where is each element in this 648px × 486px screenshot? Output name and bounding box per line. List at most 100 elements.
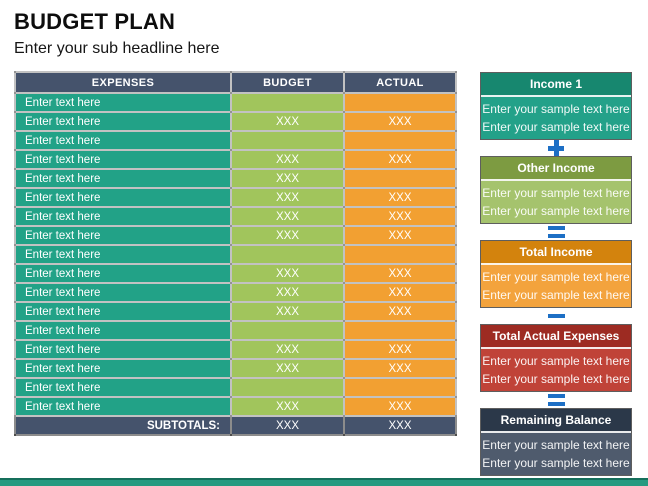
total-income-box-title: Total Income (481, 241, 631, 265)
table-row: Enter text here (14, 92, 457, 113)
table-row: Enter text here XXX XXX (14, 282, 457, 303)
remaining-balance-sample-line2[interactable]: Enter your sample text here (482, 456, 630, 470)
equals-icon (480, 392, 632, 408)
total-income-sample-line2[interactable]: Enter your sample text here (482, 288, 630, 302)
expenses-column-header: EXPENSES (14, 71, 232, 94)
table-header-row: EXPENSES BUDGET ACTUAL (14, 71, 457, 94)
plus-icon (480, 140, 632, 156)
budget-cell[interactable]: XXX (230, 263, 345, 284)
other-income-box: Other Income Enter your sample text here… (480, 156, 632, 224)
actual-cell[interactable]: XXX (343, 301, 457, 322)
subtotals-row: SUBTOTALS: XXX XXX (14, 415, 457, 436)
expense-cell[interactable]: Enter text here (14, 187, 232, 208)
table-row: Enter text here XXX XXX (14, 225, 457, 246)
footer-accent-bar (0, 478, 648, 486)
expense-cell[interactable]: Enter text here (14, 320, 232, 341)
actual-cell[interactable] (343, 320, 457, 341)
expense-cell[interactable]: Enter text here (14, 282, 232, 303)
total-actual-expenses-sample-line2[interactable]: Enter your sample text here (482, 372, 630, 386)
budget-cell[interactable]: XXX (230, 301, 345, 322)
actual-cell[interactable]: XXX (343, 111, 457, 132)
table-row: Enter text here (14, 320, 457, 341)
other-income-sample-line2[interactable]: Enter your sample text here (482, 204, 630, 218)
actual-cell[interactable] (343, 92, 457, 113)
total-income-sample-line1[interactable]: Enter your sample text here (482, 270, 630, 284)
budget-cell[interactable]: XXX (230, 111, 345, 132)
actual-cell[interactable]: XXX (343, 225, 457, 246)
budget-cell[interactable]: XXX (230, 225, 345, 246)
total-actual-expenses-box: Total Actual Expenses Enter your sample … (480, 324, 632, 392)
actual-cell[interactable]: XXX (343, 149, 457, 170)
income1-box-title: Income 1 (481, 73, 631, 97)
table-row: Enter text here XXX XXX (14, 187, 457, 208)
total-actual-expenses-sample-line1[interactable]: Enter your sample text here (482, 354, 630, 368)
actual-cell[interactable]: XXX (343, 396, 457, 417)
table-row: Enter text here XXX XXX (14, 111, 457, 132)
budget-cell[interactable] (230, 92, 345, 113)
other-income-sample-line1[interactable]: Enter your sample text here (482, 186, 630, 200)
actual-cell[interactable] (343, 130, 457, 151)
subtotals-label: SUBTOTALS: (14, 415, 232, 436)
income1-sample-line2[interactable]: Enter your sample text here (482, 120, 630, 134)
expense-cell[interactable]: Enter text here (14, 149, 232, 170)
total-income-box: Total Income Enter your sample text here… (480, 240, 632, 308)
subtotal-actual-value[interactable]: XXX (343, 415, 457, 436)
budget-cell[interactable]: XXX (230, 206, 345, 227)
income1-box: Income 1 Enter your sample text here Ent… (480, 72, 632, 140)
budget-cell[interactable] (230, 320, 345, 341)
remaining-balance-box: Remaining Balance Enter your sample text… (480, 408, 632, 476)
table-row: Enter text here XXX (14, 168, 457, 189)
budget-cell[interactable]: XXX (230, 282, 345, 303)
expense-cell[interactable]: Enter text here (14, 358, 232, 379)
budget-cell[interactable] (230, 244, 345, 265)
actual-cell[interactable] (343, 244, 457, 265)
table-row: Enter text here XXX XXX (14, 396, 457, 417)
actual-cell[interactable]: XXX (343, 187, 457, 208)
table-row: Enter text here (14, 377, 457, 398)
other-income-box-title: Other Income (481, 157, 631, 181)
table-row: Enter text here XXX XXX (14, 339, 457, 360)
expense-cell[interactable]: Enter text here (14, 130, 232, 151)
budget-cell[interactable]: XXX (230, 396, 345, 417)
actual-cell[interactable] (343, 377, 457, 398)
actual-cell[interactable]: XXX (343, 339, 457, 360)
income1-sample-line1[interactable]: Enter your sample text here (482, 102, 630, 116)
actual-column-header: ACTUAL (343, 71, 457, 94)
budget-cell[interactable]: XXX (230, 168, 345, 189)
page-title[interactable]: BUDGET PLAN (14, 9, 176, 34)
expense-cell[interactable]: Enter text here (14, 339, 232, 360)
expense-cell[interactable]: Enter text here (14, 396, 232, 417)
actual-cell[interactable]: XXX (343, 358, 457, 379)
expense-cell[interactable]: Enter text here (14, 225, 232, 246)
table-row: Enter text here XXX XXX (14, 263, 457, 284)
expense-cell[interactable]: Enter text here (14, 244, 232, 265)
expense-cell[interactable]: Enter text here (14, 206, 232, 227)
actual-cell[interactable] (343, 168, 457, 189)
budget-cell[interactable]: XXX (230, 149, 345, 170)
actual-cell[interactable]: XXX (343, 206, 457, 227)
income-flow-diagram: Income 1 Enter your sample text here Ent… (480, 72, 632, 476)
expense-cell[interactable]: Enter text here (14, 111, 232, 132)
remaining-balance-box-title: Remaining Balance (481, 409, 631, 433)
budget-table: EXPENSES BUDGET ACTUAL Enter text here E… (14, 71, 457, 436)
table-row: Enter text here XXX XXX (14, 301, 457, 322)
actual-cell[interactable]: XXX (343, 282, 457, 303)
budget-cell[interactable]: XXX (230, 358, 345, 379)
table-row: Enter text here XXX XXX (14, 149, 457, 170)
equals-icon (480, 224, 632, 240)
expense-cell[interactable]: Enter text here (14, 92, 232, 113)
expense-cell[interactable]: Enter text here (14, 301, 232, 322)
budget-cell[interactable] (230, 377, 345, 398)
expense-cell[interactable]: Enter text here (14, 263, 232, 284)
budget-cell[interactable] (230, 130, 345, 151)
expense-cell[interactable]: Enter text here (14, 377, 232, 398)
budget-cell[interactable]: XXX (230, 339, 345, 360)
subtotal-budget-value[interactable]: XXX (230, 415, 345, 436)
budget-cell[interactable]: XXX (230, 187, 345, 208)
minus-icon (480, 308, 632, 324)
sub-headline[interactable]: Enter your sub headline here (14, 40, 220, 57)
budget-column-header: BUDGET (230, 71, 345, 94)
expense-cell[interactable]: Enter text here (14, 168, 232, 189)
actual-cell[interactable]: XXX (343, 263, 457, 284)
remaining-balance-sample-line1[interactable]: Enter your sample text here (482, 438, 630, 452)
